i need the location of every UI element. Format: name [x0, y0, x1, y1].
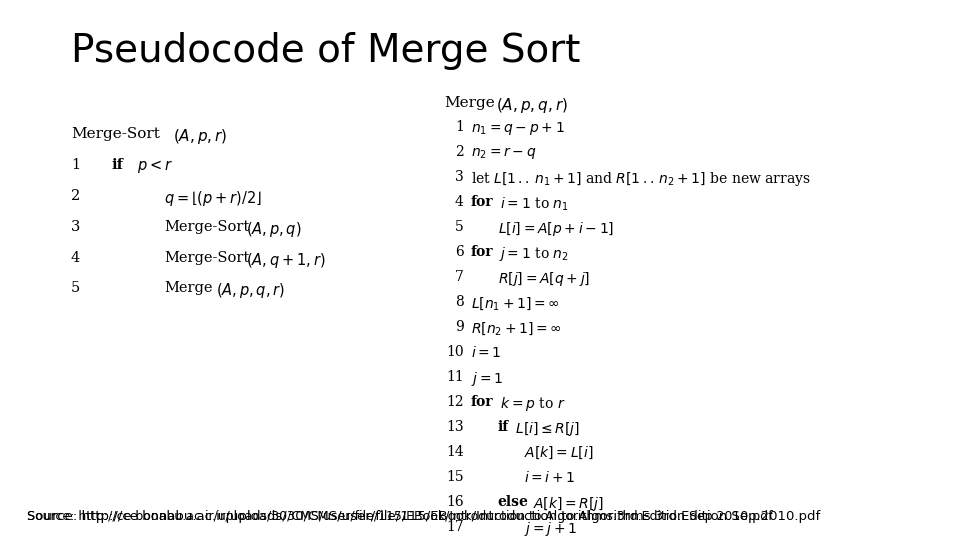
Text: $(A, q+1, r)$: $(A, q+1, r)$ [246, 251, 325, 269]
Text: for: for [470, 245, 493, 259]
Text: 7: 7 [455, 270, 464, 284]
Text: Merge-Sort: Merge-Sort [71, 127, 160, 141]
Text: Merge: Merge [444, 96, 495, 110]
Text: $R[j] = A[q + j]$: $R[j] = A[q + j]$ [497, 270, 589, 288]
Text: $R[n_2+1] = \infty$: $R[n_2+1] = \infty$ [470, 320, 562, 337]
Text: 15: 15 [446, 470, 464, 484]
Text: 1: 1 [71, 158, 80, 172]
Text: Pseudocode of Merge Sort: Pseudocode of Merge Sort [71, 32, 581, 70]
Text: $A[k] = L[i]$: $A[k] = L[i]$ [524, 445, 593, 461]
Text: $i = 1$ to $n_1$: $i = 1$ to $n_1$ [495, 195, 568, 213]
Text: $A[k] = R[j]$: $A[k] = R[j]$ [529, 495, 604, 512]
Text: $j = 1$: $j = 1$ [470, 370, 503, 388]
Text: 17: 17 [446, 519, 464, 534]
Text: 2: 2 [455, 145, 464, 159]
Text: $L[i] \leq R[j]$: $L[i] \leq R[j]$ [511, 420, 580, 438]
Text: 12: 12 [446, 395, 464, 409]
Text: $i = 1$: $i = 1$ [470, 345, 501, 360]
Text: 16: 16 [446, 495, 464, 509]
Text: 2: 2 [71, 189, 80, 203]
Text: $(A, p, r)$: $(A, p, r)$ [173, 127, 228, 146]
Text: for: for [470, 395, 493, 409]
Text: let $L[1\,..\,n_1+1]$ and $R[1\,..\,n_2+1]$ be new arrays: let $L[1\,..\,n_1+1]$ and $R[1\,..\,n_2+… [470, 170, 810, 188]
Text: $i = i + 1$: $i = i + 1$ [524, 470, 576, 485]
Text: Merge-Sort: Merge-Sort [164, 251, 250, 265]
Text: 6: 6 [455, 245, 464, 259]
Text: 4: 4 [71, 251, 80, 265]
Text: for: for [470, 195, 493, 210]
Text: if: if [111, 158, 123, 172]
Text: $(A, p, q)$: $(A, p, q)$ [246, 220, 301, 239]
Text: 14: 14 [446, 445, 464, 459]
Text: $L[i] = A[p + i - 1]$: $L[i] = A[p + i - 1]$ [497, 220, 613, 238]
Text: 11: 11 [446, 370, 464, 384]
Text: 5: 5 [71, 281, 80, 295]
Text: else: else [497, 495, 528, 509]
Text: 8: 8 [455, 295, 464, 309]
Text: $(A, p, q, r)$: $(A, p, q, r)$ [216, 281, 285, 300]
Text: 9: 9 [455, 320, 464, 334]
Text: 13: 13 [446, 420, 464, 434]
Text: Source: http://ce.bonabu.ac.ir/uploads/30/CMS/user/file/115/EBook/Introduction.t: Source: http://ce.bonabu.ac.ir/uploads/3… [27, 510, 772, 523]
Text: $k = p$ to $r$: $k = p$ to $r$ [495, 395, 565, 413]
Text: $j = j + 1$: $j = j + 1$ [524, 519, 577, 538]
Text: 4: 4 [455, 195, 464, 210]
Text: 1: 1 [455, 120, 464, 134]
Text: $n_1 = q - p + 1$: $n_1 = q - p + 1$ [470, 120, 564, 138]
Text: 3: 3 [71, 220, 80, 234]
Text: $n_2 = r - q$: $n_2 = r - q$ [470, 145, 537, 161]
Text: $q = \lfloor(p + r)/2\rfloor$: $q = \lfloor(p + r)/2\rfloor$ [164, 189, 262, 208]
Text: 10: 10 [446, 345, 464, 359]
Text: Source: http://ce.bonabu.ac.ir/uploads/30/CMS/user/file/115/EBook/Introduction.t: Source: http://ce.bonabu.ac.ir/uploads/3… [27, 510, 820, 523]
Text: $j = 1$ to $n_2$: $j = 1$ to $n_2$ [495, 245, 568, 263]
Text: $p < r$: $p < r$ [133, 158, 174, 175]
Text: if: if [497, 420, 509, 434]
Text: Merge: Merge [164, 281, 213, 295]
Text: Merge-Sort: Merge-Sort [164, 220, 250, 234]
Text: 3: 3 [455, 170, 464, 184]
Text: $(A, p, q, r)$: $(A, p, q, r)$ [495, 96, 567, 114]
Text: $L[n_1+1] = \infty$: $L[n_1+1] = \infty$ [470, 295, 560, 312]
Text: 5: 5 [455, 220, 464, 234]
